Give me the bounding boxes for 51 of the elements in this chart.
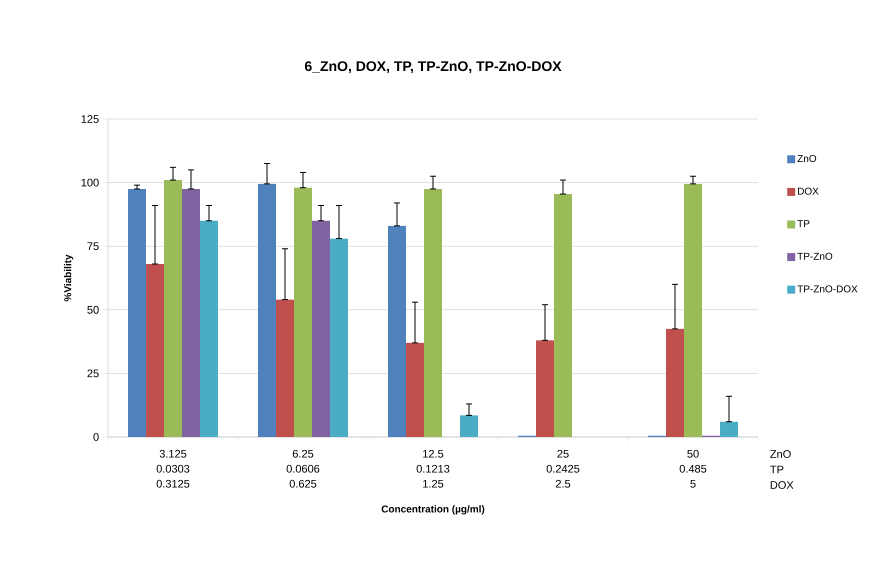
bar <box>182 188 200 437</box>
bar <box>128 188 146 437</box>
legend-label: ZnO <box>797 154 816 162</box>
y-tick-label: 125 <box>82 115 99 123</box>
bar <box>720 422 738 437</box>
x-tick-label: 50 <box>687 450 699 458</box>
bar <box>684 184 702 437</box>
y-axis-title: %Viability <box>64 254 74 302</box>
text: 5 <box>690 480 696 488</box>
bar <box>536 340 554 437</box>
bar <box>666 328 684 437</box>
text: 1.25 <box>423 480 444 488</box>
bar <box>460 415 478 437</box>
x-axis-title: Concentration (µg/ml) <box>382 505 484 515</box>
text: 0.3125 <box>156 480 190 488</box>
x-tick-label: 25 <box>557 450 569 458</box>
bar <box>312 220 330 437</box>
bar <box>330 238 348 437</box>
text: 0.625 <box>290 480 316 488</box>
text: 2.5 <box>556 480 570 488</box>
text: 0.485 <box>680 464 706 473</box>
bar <box>146 264 164 437</box>
bar <box>276 300 294 437</box>
y-tick-label: 0 <box>93 433 99 441</box>
text: ZnO <box>770 450 791 458</box>
bar <box>406 342 424 437</box>
y-tick-label: 25 <box>87 369 99 378</box>
x-tick-label: 6.25 <box>292 450 314 458</box>
legend-label: TP <box>797 220 810 228</box>
text: 0.0606 <box>286 464 320 473</box>
bar <box>200 220 218 437</box>
bar <box>164 180 182 437</box>
y-tick-label: 50 <box>87 306 99 314</box>
bar <box>554 194 572 437</box>
legend-label: TP-ZnO <box>797 252 832 260</box>
text: DOX <box>770 481 794 489</box>
legend-label: DOX <box>798 188 819 195</box>
chart-title: 6_ZnO, DOX, TP, TP-ZnO, TP-ZnO-DOX <box>304 61 562 74</box>
bar <box>388 226 406 437</box>
bar <box>294 188 312 437</box>
bar <box>424 188 442 437</box>
text: TP <box>770 466 784 474</box>
legend-label: TP-ZnO-DOX <box>797 285 858 292</box>
text: 0.0303 <box>156 464 190 473</box>
text: 0.2425 <box>546 464 580 473</box>
x-tick-label: 3.125 <box>160 450 186 458</box>
bar <box>258 184 276 437</box>
y-tick-label: 75 <box>87 242 99 250</box>
text: 0.1213 <box>416 464 450 473</box>
y-tick-label: 100 <box>82 178 99 186</box>
x-tick-label: 12.5 <box>423 450 444 458</box>
